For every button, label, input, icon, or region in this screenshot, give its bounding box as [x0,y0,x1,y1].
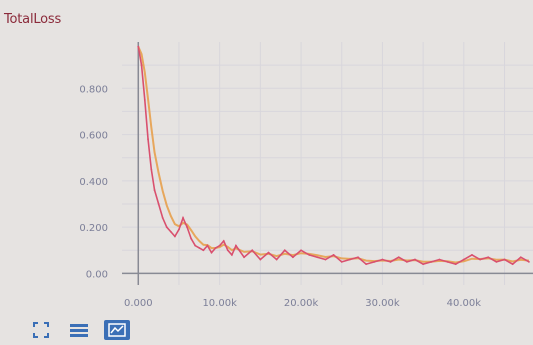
data-point [397,256,400,259]
y-tick-label: 0.200 [79,223,108,234]
data-point [147,138,149,141]
y-tick-label: 0.600 [79,131,108,142]
log-scale-button[interactable] [104,320,130,340]
data-point [308,254,311,256]
data-point [178,228,180,231]
x-tick-label: 30.00k [365,298,400,309]
y-tick-label: 0.00 [86,269,108,280]
data-point [422,263,425,266]
data-point [503,258,506,261]
data-point [230,254,233,256]
data-point [267,251,270,254]
data-point [495,260,498,263]
data-point [157,203,160,205]
chart-title: TotalLoss [4,12,62,27]
data-point [243,256,245,259]
data-point [414,258,416,261]
y-tick-label: 0.800 [79,84,108,95]
data-point [161,216,164,219]
data-point [174,235,176,238]
log-scale-icon [108,323,126,337]
data-point [202,249,205,252]
data-point [357,256,359,259]
series-smoothed-line [137,46,530,264]
data-point [479,258,481,261]
data-point [214,247,217,249]
data-point [519,256,522,259]
data-point [528,260,530,263]
data-download-icon [70,324,88,337]
grid-layer [122,42,533,285]
data-point [210,251,213,254]
axis-layer [122,42,533,285]
data-point [283,249,286,252]
data-point [462,258,465,261]
data-point [381,258,384,261]
data-point [235,244,237,247]
x-tick-label: 40.00k [447,298,482,309]
x-tick-label: 10.00k [202,298,237,309]
data-point [222,240,225,242]
data-point [438,258,441,261]
data-point [206,244,209,247]
chart-toolbar [28,319,130,341]
fit-domain-icon [33,322,49,338]
data-point [389,260,392,263]
data-point [190,237,193,240]
x-tick-label: 20.00k [284,298,319,309]
data-point [194,244,197,247]
data-point [365,263,368,266]
data-point [511,263,514,266]
data-point [251,249,254,252]
data-point [373,260,376,263]
data-point [300,249,302,252]
data-download-button[interactable] [66,320,92,340]
data-point [198,247,201,249]
data-point [150,168,153,171]
data-point [153,189,156,192]
data-point [218,244,221,247]
data-point [454,263,457,266]
data-point [324,258,327,261]
data-point [487,256,490,259]
series-layer [137,45,530,266]
data-point [430,260,433,263]
data-point [143,98,146,101]
data-point [226,249,229,252]
data-point [169,230,172,233]
data-point [140,64,143,67]
series-line [137,46,530,266]
data-point [292,256,294,259]
data-point [165,226,168,229]
data-point [446,260,449,263]
data-point [182,216,184,219]
data-point [137,45,140,48]
data-point [332,254,335,256]
data-point [186,226,189,229]
y-tick-label: 0.400 [79,177,108,188]
data-point [340,260,343,263]
data-point [259,258,262,261]
data-point [348,258,351,261]
data-point [405,260,408,263]
data-point [316,256,319,259]
fit-domain-button[interactable] [28,320,54,340]
data-point [275,258,278,261]
data-point [471,254,473,256]
x-tick-label: 0.000 [124,298,153,309]
tick-labels: 0.000 10.00k 20.00k 30.00k 40.00k 0.00 0.200 0.… [79,84,481,309]
